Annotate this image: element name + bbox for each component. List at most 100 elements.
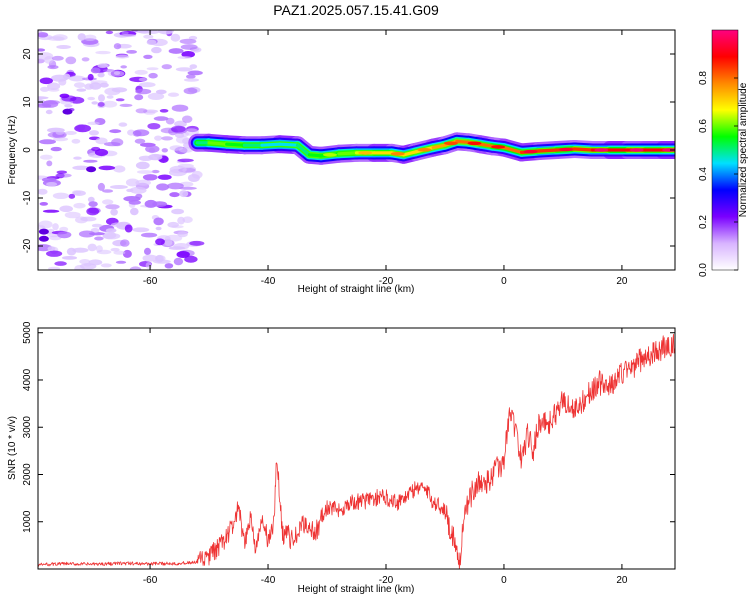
noise-blob bbox=[46, 182, 58, 187]
noise-blob bbox=[95, 50, 111, 55]
noise-blob bbox=[167, 92, 180, 97]
noise-blob bbox=[102, 199, 114, 205]
noise-blob bbox=[122, 249, 132, 258]
colorbar-tick-label: 0.2 bbox=[698, 215, 709, 229]
noise-blob bbox=[39, 202, 48, 206]
spectrogram-x-tick-label: 20 bbox=[616, 276, 628, 287]
colorbar-tick-label: 0.4 bbox=[698, 167, 709, 181]
spectrogram-x-axis-label: Height of straight line (km) bbox=[298, 284, 415, 295]
noise-blob bbox=[97, 63, 108, 68]
noise-blob bbox=[38, 235, 49, 242]
noise-blob bbox=[65, 56, 77, 65]
noise-blob bbox=[39, 139, 56, 145]
noise-blob bbox=[81, 57, 90, 62]
snr-x-tick-label: -40 bbox=[261, 575, 276, 586]
noise-blob bbox=[49, 235, 62, 241]
ridge-core-segment bbox=[502, 146, 524, 154]
ridge-peak bbox=[417, 148, 432, 152]
noise-blob bbox=[64, 131, 77, 135]
noise-blob bbox=[61, 95, 77, 102]
noise-blob bbox=[113, 250, 126, 255]
colorbar-tick-label: 0.8 bbox=[698, 71, 709, 85]
noise-blob bbox=[111, 87, 128, 93]
colorbar-ticks: 0.0 0.2 0.4 0.6 0.8 bbox=[698, 71, 738, 277]
noise-blob bbox=[107, 70, 125, 77]
noise-blob bbox=[182, 115, 193, 123]
spectrogram-x-tick-label: 0 bbox=[501, 276, 507, 287]
noise-blob bbox=[91, 101, 98, 105]
snr-x-tick-label: 20 bbox=[616, 575, 628, 586]
noise-blob bbox=[161, 136, 174, 141]
snr-y-axis-label: SNR (10 * v/v) bbox=[7, 416, 18, 480]
noise-blob bbox=[129, 186, 147, 194]
noise-blob bbox=[66, 247, 77, 256]
noise-blob bbox=[90, 80, 108, 85]
snr-y-tick-label: 1000 bbox=[22, 510, 33, 533]
noise-blob bbox=[52, 192, 69, 199]
noise-blob bbox=[105, 30, 114, 35]
spectrogram-x-tick-label: -60 bbox=[143, 276, 158, 287]
noise-blob bbox=[100, 263, 112, 268]
noise-blob bbox=[98, 94, 105, 102]
noise-blob bbox=[126, 50, 137, 54]
noise-blob bbox=[109, 185, 128, 189]
spectrogram-y-tick-label: -20 bbox=[22, 238, 33, 253]
noise-blob bbox=[83, 159, 98, 163]
noise-blob bbox=[83, 34, 97, 41]
noise-blob bbox=[40, 86, 50, 92]
noise-blob bbox=[177, 158, 194, 163]
noise-blob bbox=[141, 232, 158, 238]
ridge-peak bbox=[390, 152, 405, 156]
noise-blob bbox=[39, 77, 53, 85]
noise-blob bbox=[113, 165, 126, 173]
noise-blob bbox=[171, 104, 189, 112]
noise-blob bbox=[147, 123, 161, 130]
noise-blob bbox=[119, 34, 137, 38]
noise-blob bbox=[59, 205, 73, 213]
noise-blob bbox=[73, 202, 86, 209]
noise-blob bbox=[73, 82, 86, 88]
noise-blob bbox=[72, 247, 89, 253]
noise-blob bbox=[87, 243, 97, 252]
noise-blob bbox=[91, 223, 103, 228]
noise-blob bbox=[146, 39, 157, 45]
noise-blob bbox=[171, 125, 186, 133]
noise-blob bbox=[87, 121, 100, 126]
ridge-peak bbox=[662, 148, 675, 152]
ridge-core-segment bbox=[260, 142, 282, 147]
spectrogram-ridge bbox=[188, 132, 675, 165]
noise-blob bbox=[180, 44, 198, 50]
noise-blob bbox=[189, 240, 205, 246]
noise-blob bbox=[132, 129, 150, 137]
noise-blob bbox=[143, 54, 153, 60]
noise-blob bbox=[169, 192, 180, 198]
noise-blob bbox=[179, 186, 197, 190]
noise-blob bbox=[170, 33, 181, 42]
noise-blob bbox=[143, 34, 154, 39]
noise-blob bbox=[90, 67, 101, 74]
noise-blob bbox=[139, 82, 156, 88]
snr-y-tick-label: 5000 bbox=[22, 321, 33, 344]
noise-blob bbox=[88, 201, 98, 208]
noise-blob bbox=[156, 183, 170, 191]
noise-blob bbox=[146, 67, 159, 71]
noise-blob bbox=[135, 108, 148, 114]
colorbar: 0.0 0.2 0.4 0.6 0.8 Normalized spectral ampl… bbox=[698, 29, 749, 277]
noise-blob bbox=[106, 95, 114, 99]
colorbar-label: Normalized spectral amplitude bbox=[738, 82, 749, 217]
snr-plot-area bbox=[38, 328, 675, 569]
ridge-core-segment bbox=[402, 150, 418, 157]
ridge-core-segment bbox=[307, 153, 323, 158]
noise-blob bbox=[38, 228, 49, 235]
noise-blob bbox=[89, 130, 99, 136]
noise-blob bbox=[175, 133, 185, 138]
noise-blob bbox=[110, 208, 118, 216]
chart-title: PAZ1.2025.057.15.41.G09 bbox=[273, 2, 439, 18]
noise-blob bbox=[77, 33, 86, 41]
noise-blob bbox=[102, 100, 118, 108]
noise-blob bbox=[135, 161, 150, 170]
noise-blob bbox=[169, 165, 187, 174]
snr-y-tick-label: 2000 bbox=[22, 463, 33, 486]
noise-blob bbox=[187, 70, 203, 76]
noise-blob bbox=[38, 188, 48, 195]
